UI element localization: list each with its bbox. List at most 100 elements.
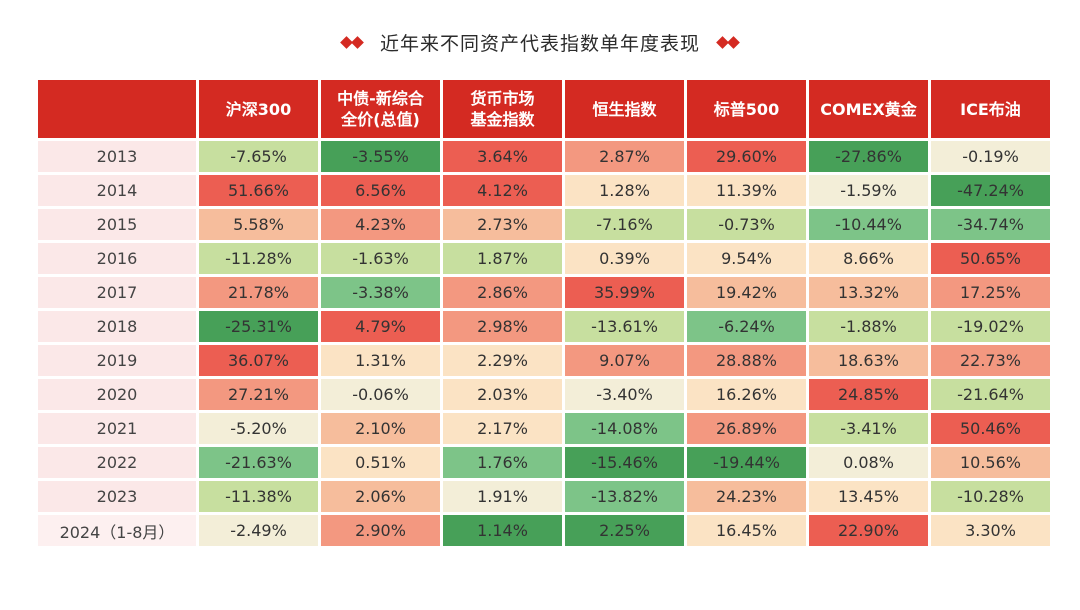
value-cell: -25.31% (199, 311, 318, 342)
value-cell: 4.12% (443, 175, 562, 206)
value-cell: 13.45% (809, 481, 928, 512)
value-cell: 1.87% (443, 243, 562, 274)
value-cell: 9.07% (565, 345, 684, 376)
column-header-line: COMEX黄金 (820, 99, 917, 119)
row-year-label: 2020 (38, 379, 196, 410)
left-diamond-ornament (340, 35, 364, 49)
diamond-icon (351, 35, 364, 49)
value-cell: -7.65% (199, 141, 318, 172)
page-title: 近年来不同资产代表指数单年度表现 (379, 32, 700, 55)
value-cell: -14.08% (565, 413, 684, 444)
value-cell: 50.46% (931, 413, 1050, 444)
value-cell: -11.38% (199, 481, 318, 512)
right-diamond-ornament (716, 35, 740, 49)
column-header: 货币市场 基金指数 (443, 80, 562, 138)
row-year-label: 2021 (38, 413, 196, 444)
value-cell: -1.59% (809, 175, 928, 206)
value-cell: 2.06% (321, 481, 440, 512)
column-header-line: 标普500 (713, 99, 780, 119)
value-cell: 24.85% (809, 379, 928, 410)
row-year-label: 2022 (38, 447, 196, 478)
column-header: 中债-新综合 全价(总值) (321, 80, 440, 138)
value-cell: 16.45% (687, 515, 806, 546)
value-cell: 22.90% (809, 515, 928, 546)
row-year-label: 2016 (38, 243, 196, 274)
value-cell: 50.65% (931, 243, 1050, 274)
value-cell: 18.63% (809, 345, 928, 376)
value-cell: -0.19% (931, 141, 1050, 172)
value-cell: 9.54% (687, 243, 806, 274)
value-cell: -47.24% (931, 175, 1050, 206)
value-cell: -3.38% (321, 277, 440, 308)
column-header-line: 全价(总值) (341, 110, 420, 129)
value-cell: -13.82% (565, 481, 684, 512)
column-header: 恒生指数 (565, 80, 684, 138)
value-cell: 0.08% (809, 447, 928, 478)
value-cell: 27.21% (199, 379, 318, 410)
value-cell: 2.10% (321, 413, 440, 444)
row-year-label: 2024（1-8月） (38, 515, 196, 546)
value-cell: 1.28% (565, 175, 684, 206)
value-cell: 2.87% (565, 141, 684, 172)
value-cell: -19.44% (687, 447, 806, 478)
value-cell: -34.74% (931, 209, 1050, 240)
value-cell: -10.28% (931, 481, 1050, 512)
value-cell: 8.66% (809, 243, 928, 274)
value-cell: 13.32% (809, 277, 928, 308)
column-header-line: 货币市场 (470, 89, 535, 108)
value-cell: 3.64% (443, 141, 562, 172)
row-year-label: 2017 (38, 277, 196, 308)
column-header-line: 沪深300 (225, 99, 292, 119)
row-year-label: 2013 (38, 141, 196, 172)
value-cell: 2.29% (443, 345, 562, 376)
value-cell: -0.73% (687, 209, 806, 240)
value-cell: -5.20% (199, 413, 318, 444)
value-cell: 10.56% (931, 447, 1050, 478)
value-cell: 22.73% (931, 345, 1050, 376)
value-cell: 1.31% (321, 345, 440, 376)
value-cell: -0.06% (321, 379, 440, 410)
value-cell: 5.58% (199, 209, 318, 240)
value-cell: 2.86% (443, 277, 562, 308)
performance-table: 沪深300 中债-新综合 全价(总值) 货币市场 基金指数 恒生指数 标普500 COMEX黄… (38, 80, 1050, 546)
value-cell: -19.02% (931, 311, 1050, 342)
value-cell: 17.25% (931, 277, 1050, 308)
value-cell: -27.86% (809, 141, 928, 172)
value-cell: 6.56% (321, 175, 440, 206)
column-header: 沪深300 (199, 80, 318, 138)
value-cell: -13.61% (565, 311, 684, 342)
value-cell: 29.60% (687, 141, 806, 172)
value-cell: 28.88% (687, 345, 806, 376)
value-cell: 24.23% (687, 481, 806, 512)
value-cell: -21.64% (931, 379, 1050, 410)
value-cell: 51.66% (199, 175, 318, 206)
table-corner-header (38, 80, 196, 138)
value-cell: 11.39% (687, 175, 806, 206)
value-cell: -6.24% (687, 311, 806, 342)
value-cell: 0.51% (321, 447, 440, 478)
value-cell: -1.88% (809, 311, 928, 342)
value-cell: 26.89% (687, 413, 806, 444)
value-cell: -10.44% (809, 209, 928, 240)
value-cell: 2.17% (443, 413, 562, 444)
value-cell: 19.42% (687, 277, 806, 308)
value-cell: -3.40% (565, 379, 684, 410)
value-cell: 1.91% (443, 481, 562, 512)
value-cell: 0.39% (565, 243, 684, 274)
value-cell: 3.30% (931, 515, 1050, 546)
diamond-icon (727, 35, 740, 49)
value-cell: 35.99% (565, 277, 684, 308)
value-cell: 2.03% (443, 379, 562, 410)
value-cell: 4.23% (321, 209, 440, 240)
value-cell: 2.73% (443, 209, 562, 240)
value-cell: 2.98% (443, 311, 562, 342)
column-header: 标普500 (687, 80, 806, 138)
value-cell: -21.63% (199, 447, 318, 478)
value-cell: 1.76% (443, 447, 562, 478)
column-header-line: ICE布油 (960, 99, 1021, 119)
row-year-label: 2019 (38, 345, 196, 376)
value-cell: 16.26% (687, 379, 806, 410)
value-cell: 1.14% (443, 515, 562, 546)
column-header: COMEX黄金 (809, 80, 928, 138)
value-cell: 2.90% (321, 515, 440, 546)
